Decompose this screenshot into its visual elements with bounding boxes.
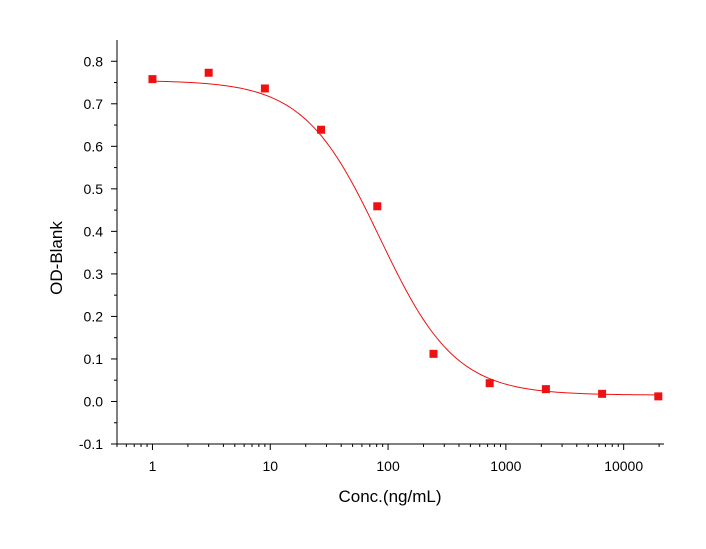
x-tick-label: 1000: [490, 458, 521, 474]
x-tick-label: 1: [149, 458, 157, 474]
x-tick-label: 100: [376, 458, 400, 474]
x-axis-title: Conc.(ng/mL): [339, 487, 442, 506]
data-point: [148, 75, 157, 84]
x-tick-label: 10000: [604, 458, 643, 474]
data-points: [148, 68, 663, 401]
y-tick-label: 0.0: [84, 393, 104, 409]
y-axis-ticks: -0.1 0.0 0.1 0.2 0.3 0.4 0.5 0.6 0.7 0.8: [79, 53, 117, 452]
data-point: [260, 84, 269, 93]
x-tick-label: 10: [262, 458, 278, 474]
data-point: [598, 389, 607, 398]
data-point: [204, 68, 213, 77]
y-tick-label: 0.5: [84, 181, 104, 197]
y-tick-label: 0.2: [84, 308, 104, 324]
y-tick-label: 0.3: [84, 266, 104, 282]
data-point: [485, 379, 494, 388]
data-point: [541, 385, 550, 394]
y-tick-label: 0.7: [84, 96, 104, 112]
data-point: [429, 349, 438, 358]
y-tick-label: 0.6: [84, 138, 104, 154]
y-tick-label: 0.8: [84, 53, 104, 69]
y-axis-title: OD-Blank: [47, 221, 66, 295]
x-axis-ticks: 1 10 100 1000 10000: [116, 444, 660, 474]
y-tick-label: -0.1: [79, 436, 103, 452]
y-tick-label: 0.4: [84, 223, 104, 239]
y-tick-label: 0.1: [84, 351, 104, 367]
data-point: [317, 125, 326, 134]
data-point: [373, 202, 382, 211]
fit-curve: [152, 80, 659, 396]
data-point: [654, 392, 663, 401]
